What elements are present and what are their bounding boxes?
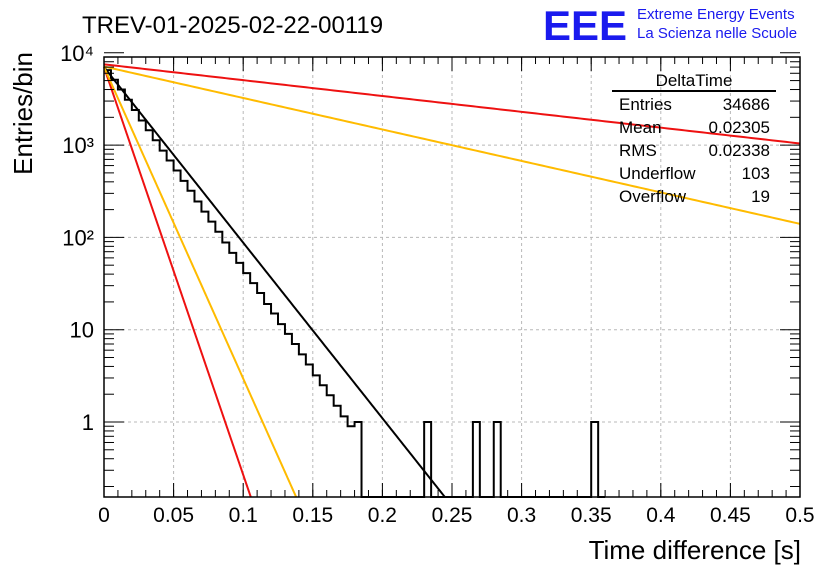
logo-line2: La Scienza nelle Scuole — [637, 25, 797, 42]
histogram-bin — [494, 422, 501, 497]
histogram-bin — [208, 222, 215, 497]
histogram-bin — [264, 304, 271, 497]
fit-line — [103, 66, 446, 498]
logo-text: EEE — [543, 2, 627, 49]
x-tick-label: 0 — [98, 504, 110, 527]
y-axis-ticks: 1 10 10² 10³ 10⁴ — [60, 41, 800, 488]
x-tick-label: 0.15 — [292, 504, 333, 527]
y-tick-label: 10 — [70, 318, 94, 343]
x-tick-label: 0.2 — [368, 504, 397, 527]
stats-row-label: Mean — [619, 118, 662, 137]
stats-row-value: 0.02338 — [709, 141, 770, 160]
histogram-outline — [104, 69, 606, 498]
histogram-bin — [146, 130, 153, 497]
histogram-bin — [306, 364, 313, 497]
histogram-bin — [174, 171, 181, 497]
x-tick-label: 0.5 — [785, 504, 814, 527]
histogram — [104, 69, 606, 498]
histogram-bin — [111, 80, 118, 497]
histogram-bin — [215, 232, 222, 497]
histogram-bin — [118, 90, 125, 497]
x-axis-ticks: 0 0.05 0.1 0.15 0.2 0.25 0.3 0.35 0.4 0.45 0.5 — [98, 57, 815, 527]
logo-line1: Extreme Energy Events — [637, 6, 795, 23]
histogram-bin — [334, 406, 341, 497]
x-tick-label: 0.25 — [432, 504, 473, 527]
y-axis-label: Entries/bin — [8, 52, 38, 175]
stats-title: DeltaTime — [656, 71, 733, 90]
histogram-bin — [257, 293, 264, 497]
eee-logo: EEE Extreme Energy Events La Scienza nel… — [543, 2, 797, 49]
y-tick-label: 10² — [62, 225, 94, 250]
x-tick-label: 0.35 — [571, 504, 612, 527]
histogram-bin — [292, 344, 299, 497]
histogram-bin — [473, 422, 480, 497]
histogram-bin — [222, 243, 229, 497]
x-tick-label: 0.1 — [229, 504, 258, 527]
fit-line — [103, 65, 801, 225]
stats-row-label: Overflow — [619, 187, 687, 206]
stats-row-value: 19 — [751, 187, 770, 206]
stats-row-label: Underflow — [619, 164, 696, 183]
histogram-bin — [341, 416, 348, 497]
histogram-bin — [591, 422, 598, 497]
stats-row-value: 34686 — [723, 95, 770, 114]
histogram-bin — [125, 100, 132, 497]
y-tick-label: 10⁴ — [60, 41, 94, 66]
x-tick-label: 0.05 — [153, 504, 194, 527]
fit-line — [103, 63, 801, 145]
histogram-bin — [355, 422, 362, 497]
x-tick-label: 0.45 — [710, 504, 751, 527]
stats-row-value: 0.02305 — [709, 118, 770, 137]
histogram-bin — [313, 375, 320, 497]
stats-box: DeltaTime Entries 34686 Mean 0.02305 RMS 0.02… — [612, 71, 776, 206]
histogram-bin — [299, 354, 306, 497]
fit-line — [103, 66, 252, 498]
histogram-bin — [181, 181, 188, 497]
y-tick-label: 1 — [82, 410, 94, 435]
histogram-bin — [153, 140, 160, 497]
stats-row-value: 103 — [742, 164, 770, 183]
histogram-bin — [104, 70, 111, 497]
histogram-bin — [188, 191, 195, 497]
grid-lines — [104, 57, 800, 497]
histogram-bin — [327, 395, 334, 497]
histogram-bin — [229, 253, 236, 497]
histogram-bin — [271, 313, 278, 497]
x-tick-label: 0.3 — [507, 504, 536, 527]
histogram-bin — [250, 283, 257, 497]
fit-line — [103, 66, 298, 498]
histogram-bin — [424, 422, 431, 497]
x-tick-label: 0.4 — [646, 504, 676, 527]
histogram-bin — [320, 385, 327, 497]
chart-title: TREV-01-2025-02-22-00119 — [82, 12, 383, 39]
y-tick-label: 10³ — [62, 133, 94, 158]
stats-row-label: Entries — [619, 95, 672, 114]
stats-row-label: RMS — [619, 141, 657, 160]
histogram-bin — [348, 426, 355, 497]
fit-lines — [103, 63, 801, 498]
x-axis-label: Time difference [s] — [589, 535, 801, 565]
